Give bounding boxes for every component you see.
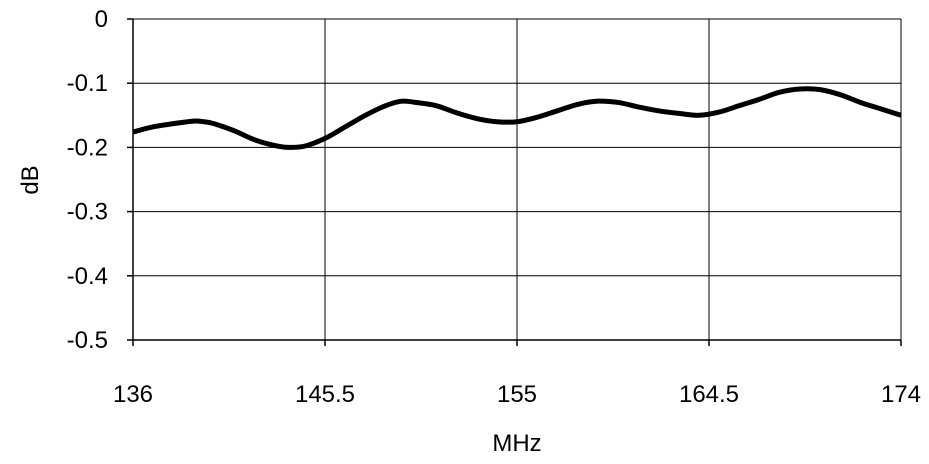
y-tick-label: 0 xyxy=(95,6,108,33)
x-axis-title: MHz xyxy=(492,430,541,457)
x-tick-label: 164.5 xyxy=(679,381,739,408)
grid xyxy=(132,18,902,341)
y-tick-label: -0.2 xyxy=(67,134,108,161)
y-tick-label: -0.5 xyxy=(67,327,108,354)
series-layer xyxy=(132,86,902,150)
axes xyxy=(132,19,901,341)
y-tick-label: -0.4 xyxy=(67,263,108,290)
y-tick-label: -0.3 xyxy=(67,199,108,226)
x-tick-label: 174 xyxy=(881,381,921,408)
y-axis-title: dB xyxy=(17,165,44,194)
tick-marks xyxy=(127,18,902,346)
y-tick-label: -0.1 xyxy=(67,70,108,97)
x-tick-label: 136 xyxy=(113,381,153,408)
series-line xyxy=(132,86,902,150)
x-tick-label: 145.5 xyxy=(295,381,355,408)
x-tick-label: 155 xyxy=(497,381,537,408)
